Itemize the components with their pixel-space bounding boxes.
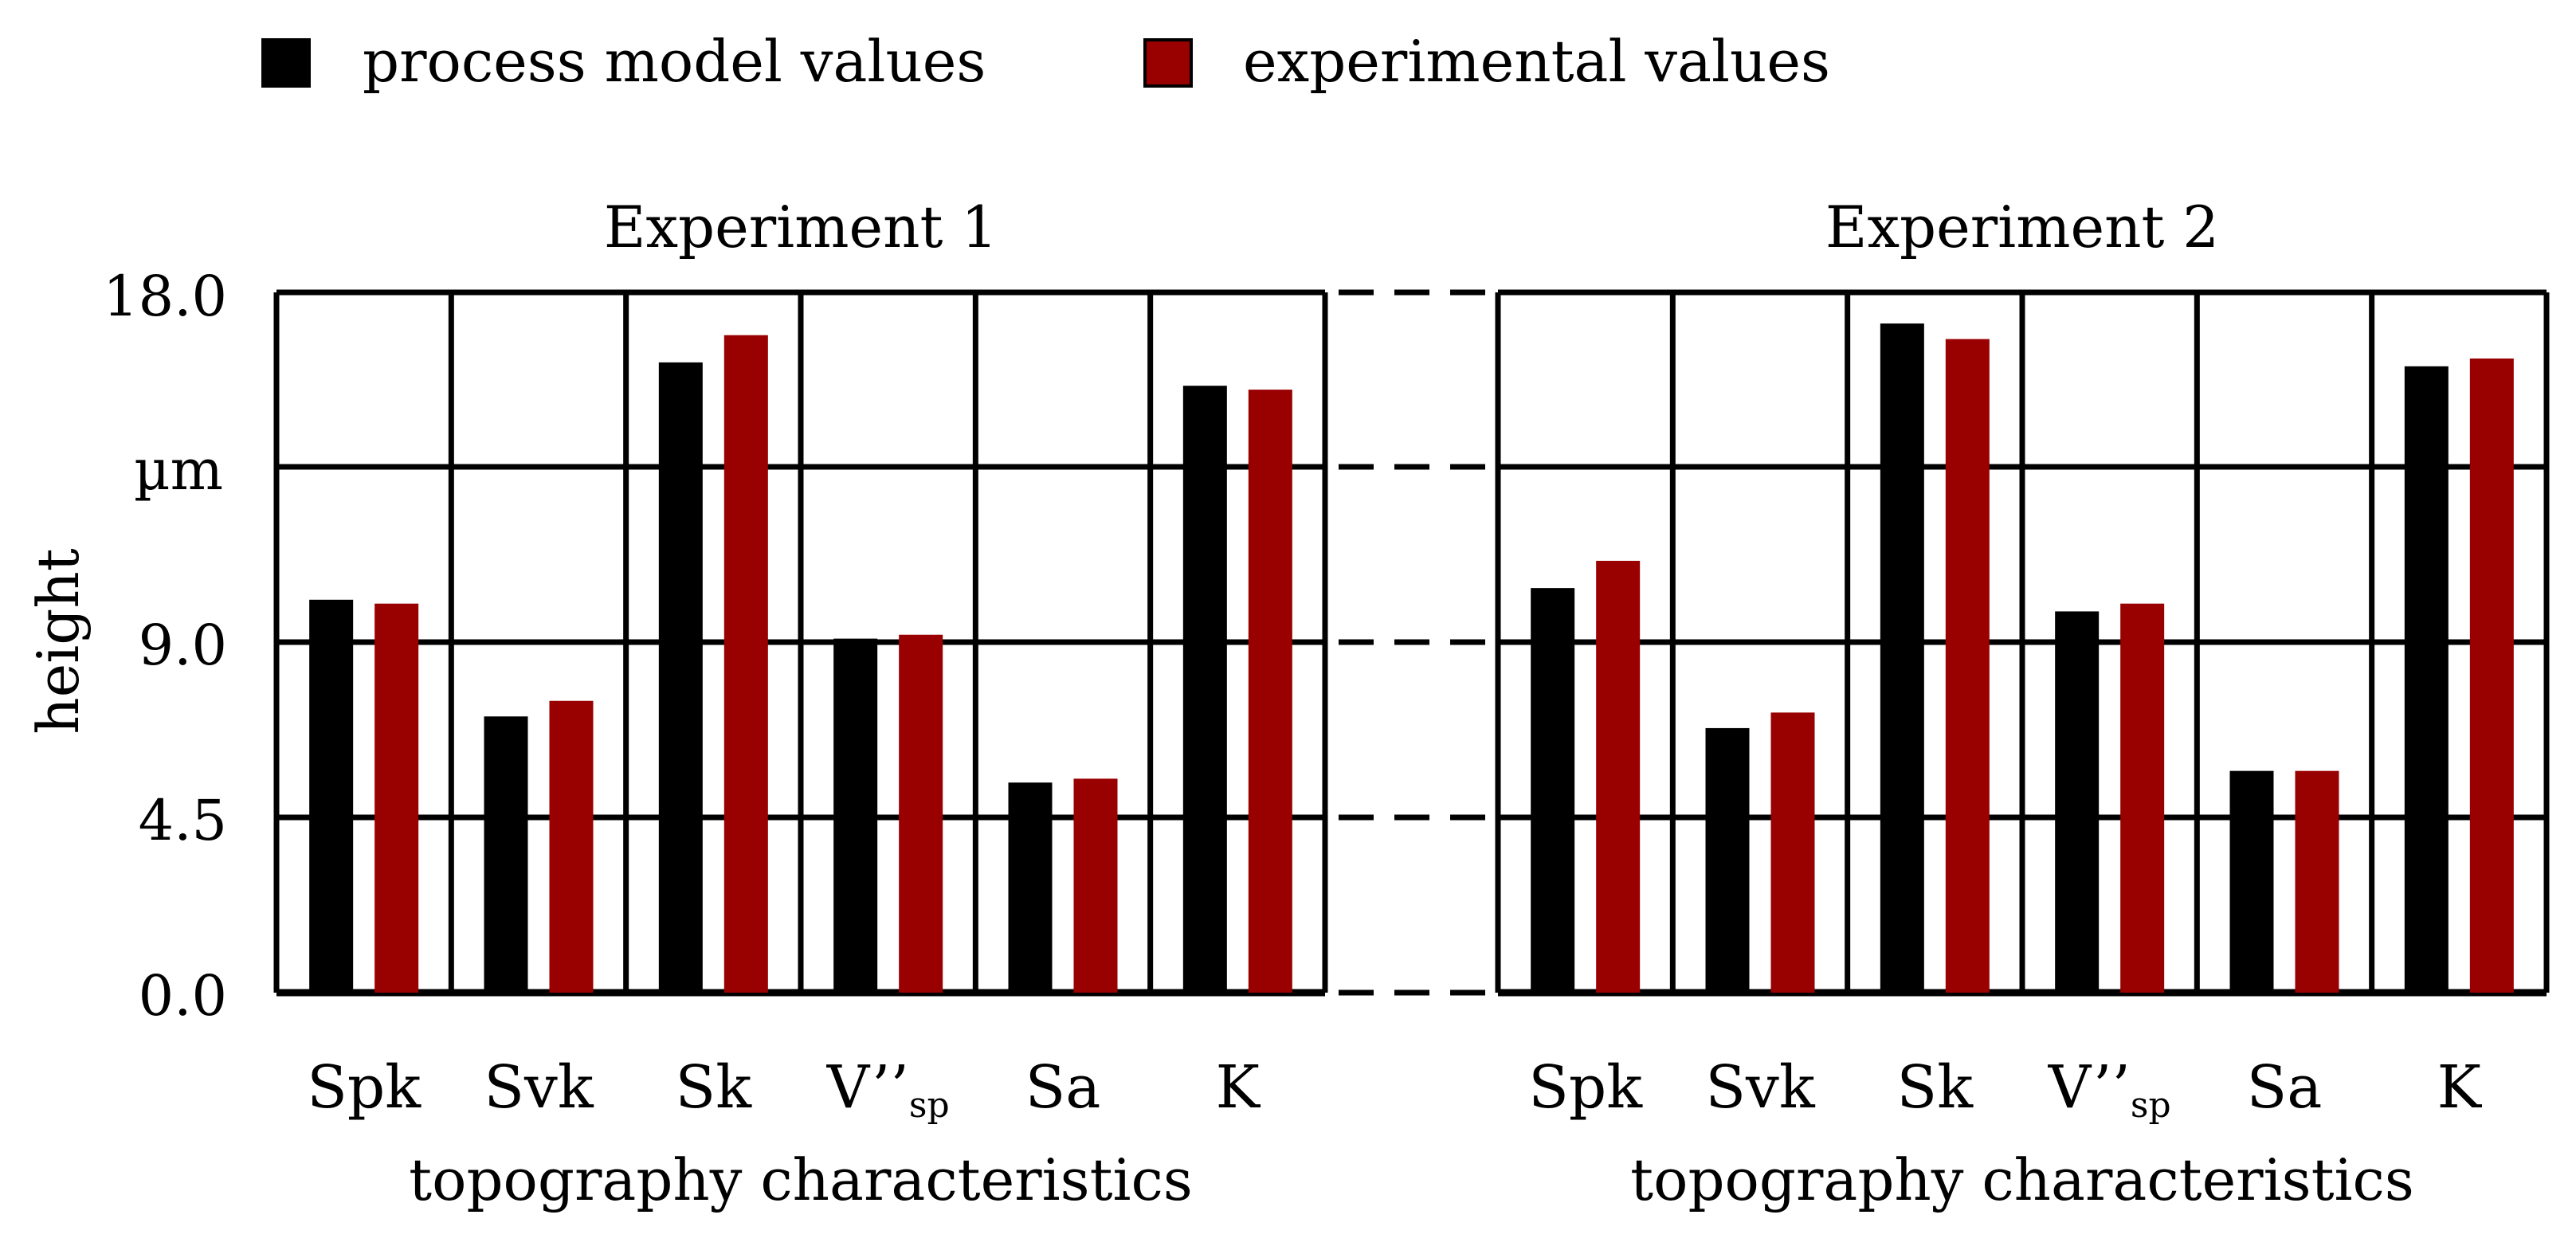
bar-experimental-values-sk [1945,339,1990,993]
bar-process-model-values-sa [1008,782,1053,993]
panel-title: Experiment 1 [604,194,998,261]
y-axis: 18.0 µm 9.0 4.5 0.0 height [25,264,227,1029]
bar-process-model-values-v-sp [833,638,878,993]
bar-experimental-values-spk [1596,560,1641,993]
panel-title: Experiment 2 [1825,194,2219,261]
bar-process-model-values-svk [1705,727,1750,993]
bar-process-model-values-k [2404,366,2449,993]
x-tick-label-v-sp: V’’sp [826,1053,950,1126]
x-tick-label-k: K [1216,1053,1261,1122]
x-tick-label-svk: Svk [484,1053,594,1122]
x-axis-label: topography characteristics [409,1146,1193,1213]
x-tick-label-spk: Spk [1528,1053,1643,1122]
bar-experimental-values-sa [2295,770,2339,993]
bar-process-model-values-spk [1531,588,1575,993]
y-tick-label-18: 18.0 [103,264,227,329]
bar-process-model-values-sk [658,362,703,993]
bar-experimental-values-k [1248,390,1292,993]
grid [273,289,1328,997]
x-tick-label-k: K [2437,1053,2483,1122]
bar-experimental-values-sa [1073,778,1118,993]
x-tick-label-sk: Sk [676,1053,753,1122]
y-axis-label: height [25,548,92,734]
panel-experiment-2: Spk Svk Sk V’’sp Sa K Experiment 2 topography c… [1495,194,2550,1213]
bar-experimental-values-v-sp [2120,603,2165,993]
grid [1495,289,2550,997]
bar-experimental-values-k [2469,359,2514,993]
bar-process-model-values-sk [1880,323,1924,993]
x-tick-label-spk: Spk [307,1053,421,1122]
bar-experimental-values-svk [1770,712,1815,993]
y-tick-label-0: 0.0 [139,963,227,1029]
bar-process-model-values-spk [309,599,354,993]
bar-experimental-values-svk [549,700,594,993]
bar-process-model-values-k [1182,386,1227,993]
bar-experimental-values-sk [723,335,768,993]
bar-experimental-values-spk [374,603,419,993]
x-axis-label: topography characteristics [1630,1146,2414,1213]
panel-experiment-1: Spk Svk Sk V’’sp Sa K Experiment 1 topography c… [273,194,1328,1213]
legend: process model values experimental values [261,28,1830,95]
x-tick-label-sa: Sa [1025,1053,1101,1122]
bar-experimental-values-v-sp [899,634,943,993]
legend-label-process-model: process model values [363,28,986,95]
bar-process-model-values-v-sp [2055,611,2100,993]
bar-process-model-values-sa [2229,770,2274,993]
y-tick-label-9: 9.0 [139,613,227,678]
x-tick-label-v-sp: V’’sp [2048,1053,2171,1126]
legend-swatch-process-model [261,38,311,88]
legend-label-experimental: experimental values [1243,28,1830,95]
x-tick-label-svk: Svk [1705,1053,1816,1122]
legend-swatch-experimental [1143,38,1193,88]
x-tick-label-sa: Sa [2247,1053,2323,1122]
y-unit-label: µm [134,437,223,503]
y-tick-label-4-5: 4.5 [139,788,227,853]
panel-break-connectors [1339,289,1498,996]
bar-process-model-values-svk [484,716,528,993]
x-tick-label-sk: Sk [1897,1053,1974,1122]
